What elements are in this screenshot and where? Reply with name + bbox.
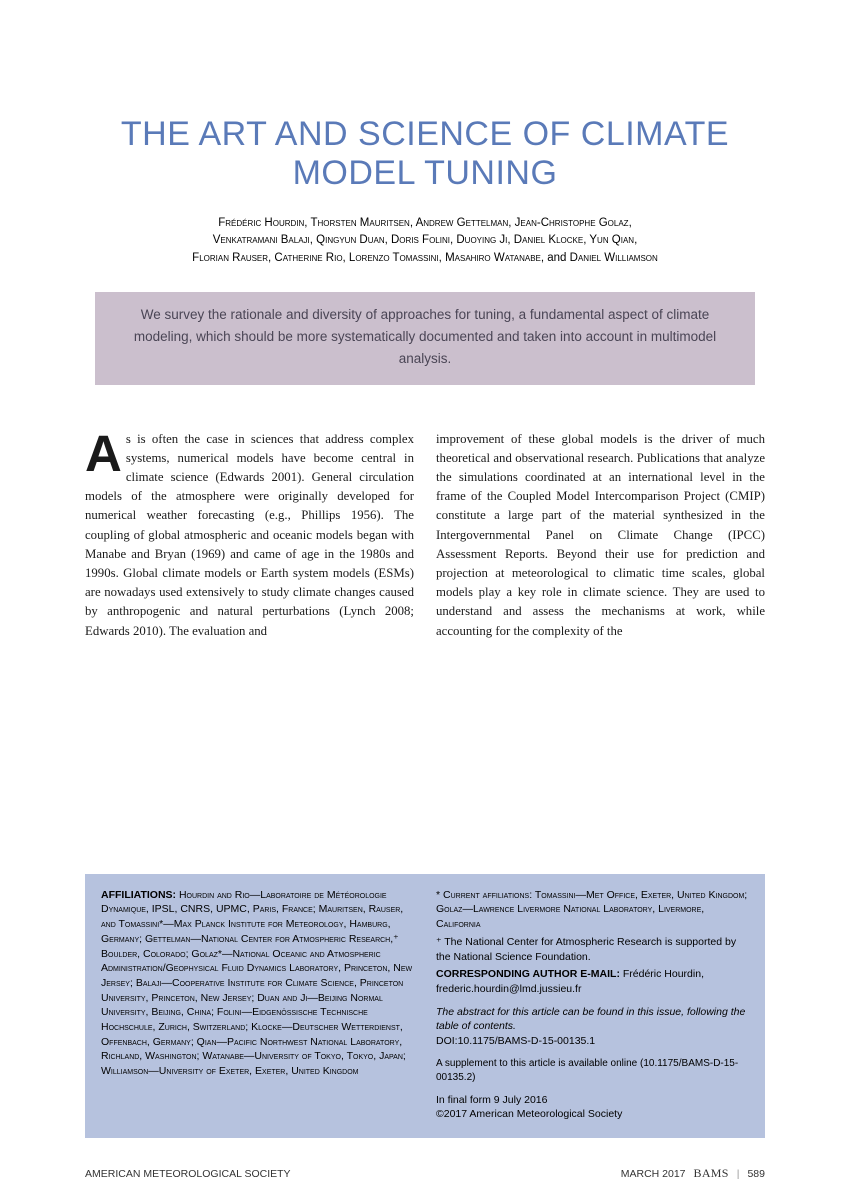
- authors-and: and: [547, 252, 566, 264]
- footer-publisher: AMERICAN METEOROLOGICAL SOCIETY: [85, 1168, 291, 1180]
- affiliations-text: Hourdin and Rio—Laboratoire de Météorolo…: [101, 889, 412, 1077]
- footer-right-group: MARCH 2017 BAMS | 589: [621, 1166, 765, 1181]
- doi-text: DOI:10.1175/BAMS-D-15-00135.1: [436, 1034, 749, 1049]
- body-column-left: As is often the case in sciences that ad…: [85, 430, 414, 641]
- abstract-summary-box: We survey the rationale and diversity of…: [95, 292, 755, 385]
- corresponding-label: CORRESPONDING AUTHOR E-MAIL:: [436, 968, 620, 980]
- footer-bams: BAMS: [694, 1166, 729, 1181]
- footer-date: MARCH 2017: [621, 1168, 686, 1180]
- authors-line3a: Florian Rauser, Catherine Rio, Lorenzo T…: [192, 252, 547, 264]
- body-col1-text: s is often the case in sciences that add…: [85, 432, 414, 638]
- authors-line3b: Daniel Williamson: [566, 252, 657, 264]
- body-columns: As is often the case in sciences that ad…: [85, 430, 765, 641]
- page-footer: AMERICAN METEOROLOGICAL SOCIETY MARCH 20…: [85, 1166, 765, 1181]
- corresponding-email: frederic.hourdin@lmd.jussieu.fr: [436, 982, 749, 997]
- supplement-note: A supplement to this article is availabl…: [436, 1057, 749, 1085]
- affiliations-right-column: * Current affiliations: Tomassini—Met Of…: [436, 888, 749, 1122]
- body-column-right: improvement of these global models is th…: [436, 430, 765, 641]
- article-title: THE ART AND SCIENCE OF CLIMATE MODEL TUN…: [85, 115, 765, 193]
- footer-divider: |: [737, 1168, 740, 1180]
- authors-line1: Frédéric Hourdin, Thorsten Mauritsen, An…: [218, 217, 632, 229]
- nsf-note: ⁺ The National Center for Atmospheric Re…: [436, 935, 749, 964]
- copyright-text: ©2017 American Meteorological Society: [436, 1107, 749, 1122]
- authors-line2: Venkatramani Balaji, Qingyun Duan, Doris…: [213, 234, 638, 246]
- affiliations-box: AFFILIATIONS: Hourdin and Rio—Laboratoir…: [85, 874, 765, 1138]
- affiliations-left-column: AFFILIATIONS: Hourdin and Rio—Laboratoir…: [101, 888, 414, 1122]
- authors-block: Frédéric Hourdin, Thorsten Mauritsen, An…: [85, 215, 765, 267]
- corresponding-name: Frédéric Hourdin,: [620, 968, 704, 980]
- final-form-date: In final form 9 July 2016: [436, 1093, 749, 1108]
- current-affiliations: * Current affiliations: Tomassini—Met Of…: [436, 888, 749, 932]
- dropcap-letter: A: [85, 430, 126, 475]
- footer-page-number: 589: [747, 1168, 765, 1180]
- affiliations-label: AFFILIATIONS:: [101, 889, 176, 901]
- abstract-location-note: The abstract for this article can be fou…: [436, 1005, 749, 1034]
- page-container: THE ART AND SCIENCE OF CLIMATE MODEL TUN…: [0, 0, 850, 1203]
